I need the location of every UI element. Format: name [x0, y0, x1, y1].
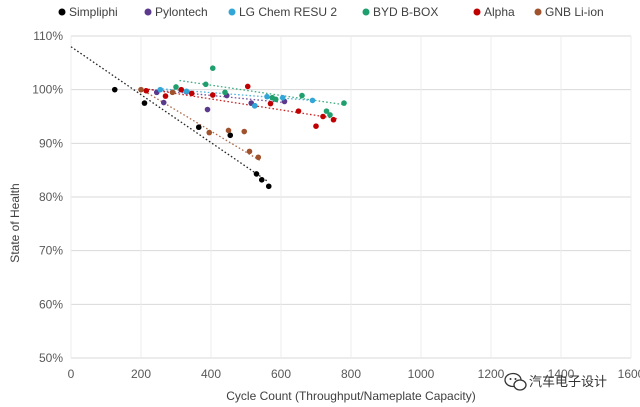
x-axis-title: Cycle Count (Throughput/Nameplate Capaci…	[226, 389, 475, 403]
x-tick-label: 1600	[618, 367, 640, 381]
data-point	[141, 100, 148, 106]
legend-label: Simpliphi	[69, 5, 118, 19]
data-point	[309, 97, 316, 104]
data-point	[173, 84, 179, 90]
data-point	[225, 127, 232, 134]
data-point	[253, 171, 260, 177]
legend-label: LG Chem RESU 2	[239, 5, 337, 19]
trendline	[151, 89, 285, 104]
y-tick-label: 60%	[39, 297, 63, 311]
y-tick-label: 110%	[33, 29, 63, 43]
y-tick-label: 100%	[32, 83, 63, 97]
data-point	[222, 89, 228, 96]
data-point	[160, 99, 167, 106]
data-point	[251, 102, 258, 109]
data-point	[327, 112, 333, 118]
data-point	[209, 92, 216, 98]
trendline	[140, 88, 261, 162]
legend-label: BYD B-BOX	[373, 5, 438, 19]
legend-marker	[228, 8, 236, 16]
x-tick-label: 200	[131, 367, 151, 381]
wechat-icon	[504, 372, 527, 391]
data-point	[255, 154, 262, 161]
data-point	[202, 81, 209, 88]
y-tick-label: 90%	[39, 136, 63, 150]
trendline	[158, 87, 313, 102]
x-tick-label: 400	[201, 367, 221, 381]
legend: Simpliphi Pylontech LG Chem RESU 2 BYD B-BO…	[58, 5, 604, 19]
data-point	[183, 88, 190, 95]
data-point	[341, 100, 347, 106]
data-point	[313, 123, 319, 129]
legend-marker	[362, 8, 370, 16]
data-point	[204, 106, 211, 113]
data-point	[178, 86, 185, 93]
y-tick-label: 70%	[39, 244, 63, 258]
x-tick-label: 800	[341, 367, 361, 381]
data-point	[138, 86, 144, 93]
data-point	[162, 93, 169, 99]
legend-marker	[534, 8, 542, 16]
data-point	[295, 108, 302, 114]
data-point	[258, 177, 265, 183]
data-point	[169, 89, 176, 96]
y-tick-label: 80%	[39, 190, 63, 204]
legend-marker	[473, 8, 481, 16]
y-axis-ticks: 50% 60% 70% 80% 90% 100% 110%	[32, 29, 63, 365]
data-point	[299, 92, 305, 99]
y-tick-label: 50%	[39, 351, 63, 365]
x-tick-label: 1400	[548, 367, 575, 381]
x-axis-ticks: 0 200 400 600 800 1000 1200 1400 1600	[68, 367, 640, 381]
legend-label: Alpha	[484, 5, 515, 19]
data-point	[330, 116, 337, 123]
trendlines	[70, 46, 345, 182]
x-tick-label: 600	[271, 367, 291, 381]
data-point	[188, 90, 195, 97]
y-axis-title: State of Health	[8, 183, 22, 262]
data-point	[206, 129, 213, 136]
data-point	[195, 124, 202, 131]
data-point	[111, 86, 118, 93]
grid	[70, 35, 632, 359]
data-point	[241, 128, 248, 135]
legend-marker	[58, 8, 66, 16]
data-point	[244, 83, 251, 90]
x-tick-label: 1000	[408, 367, 435, 381]
trendline	[70, 46, 268, 182]
legend-label: GNB Li-ion	[545, 5, 604, 19]
data-point	[265, 183, 272, 190]
watermark-text: 汽车电子设计	[529, 374, 607, 389]
watermark: 汽车电子设计	[504, 372, 607, 391]
legend-label: Pylontech	[155, 5, 208, 19]
data-point	[267, 100, 274, 107]
x-tick-label: 0	[68, 367, 75, 381]
data-point	[272, 96, 279, 103]
data-point	[227, 132, 234, 139]
data-point	[264, 93, 270, 100]
data-point	[279, 94, 286, 101]
x-tick-label: 1200	[478, 367, 505, 381]
legend-marker	[144, 8, 152, 16]
trendline	[140, 87, 338, 120]
data-points	[111, 65, 347, 190]
data-point	[209, 65, 216, 71]
data-point	[323, 108, 330, 114]
data-point	[143, 87, 150, 94]
data-point	[157, 86, 164, 93]
data-point	[320, 113, 326, 120]
data-point	[246, 148, 253, 155]
